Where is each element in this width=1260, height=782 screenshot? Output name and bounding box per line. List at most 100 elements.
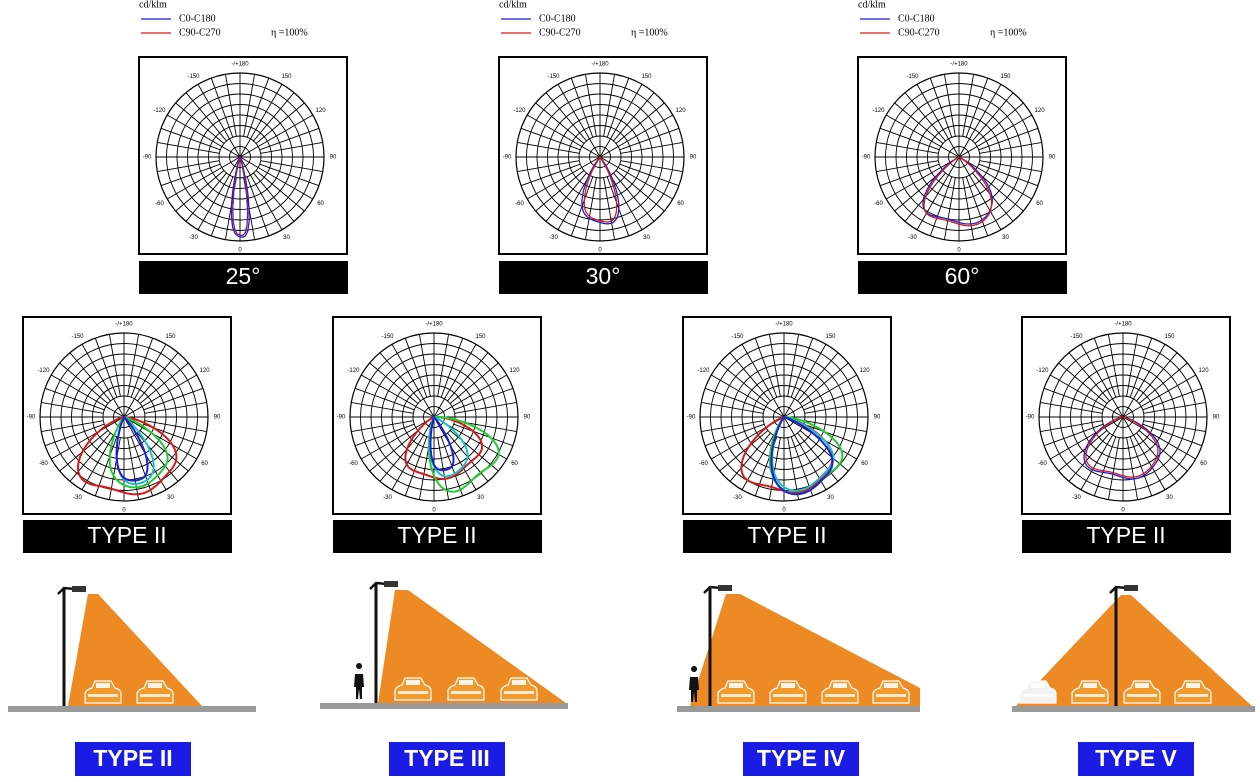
polar-angle-label: -90 [27,415,36,421]
polar-spoke [351,420,414,433]
polar-angle-label: 0 [598,248,602,254]
polar-spoke [517,141,580,154]
polar-angle-label: 120 [676,108,687,114]
polar-angle-label: -120 [1036,368,1049,374]
polar-angle-label: -120 [347,368,360,374]
polar-spoke [246,176,270,237]
polar-angle-label: 60 [677,201,684,207]
polar-spoke [535,102,585,144]
car-window [406,680,420,685]
car-body [136,680,174,704]
polar-spoke [517,160,580,173]
polar-spoke [916,156,960,230]
polar-angle-label: -60 [874,201,883,207]
car-body [872,680,910,704]
polar-spoke [768,437,781,500]
polar-spoke [94,337,118,398]
polar-angle-label: -/+180 [1114,322,1132,328]
polar-angle-label: -120 [153,108,166,114]
polar-angle-label: 120 [860,368,871,374]
polar-spoke [1126,437,1139,500]
car-window [512,680,526,685]
polar-spoke [69,432,111,482]
polar-spoke [879,127,940,151]
polar-angle-label: -60 [39,461,48,467]
polar-spoke [1129,436,1153,497]
car-bumper [721,694,751,697]
polar-spoke [613,172,655,222]
polar-angle-label: -/+180 [425,322,443,328]
polar-angle-label: 60 [861,461,868,467]
type-label-bg [1078,742,1194,776]
polar-angle-label: 120 [1199,368,1210,374]
polar-spoke [41,401,104,414]
polar-angle-label: -30 [733,495,742,501]
polar-spoke [185,172,227,222]
car-bumper [140,694,170,697]
polar-spoke [787,334,800,397]
polar-angle-label: -60 [155,201,164,207]
polar-spoke [1138,430,1188,472]
polar-spoke [783,374,857,418]
polar-spoke [929,77,953,138]
polar-spoke [958,156,1032,200]
polar-spoke [962,177,975,240]
legend-unit: cd/klm [499,0,527,10]
polar-spoke [704,387,765,411]
light-curve [1083,416,1161,480]
car-bumper [825,694,855,697]
polar-spoke [197,156,241,230]
polar-spoke [1107,437,1120,500]
polar-angle-label: -/+180 [231,62,249,68]
polar-spoke [1043,387,1104,411]
polar-angle-label: 120 [200,368,211,374]
polar-angle-label: 150 [475,334,486,340]
polar-spoke [260,160,323,173]
polar-angle-label: -150 [547,74,560,80]
polar-angle-label: 150 [1000,74,1011,80]
light-curve [583,156,618,223]
polar-angle-label: 30 [1166,495,1173,501]
polar-spoke [108,334,121,397]
polar-spoke [799,362,849,404]
legend-entry: C90-C270 [539,27,581,38]
polar-spoke [606,176,630,237]
caption: TYPE II [1086,522,1165,548]
polar-angle-label: 90 [330,155,337,161]
polar-spoke [711,374,785,418]
car-bumper [451,691,481,694]
polar-spoke [391,416,435,490]
polar-spoke [535,170,585,212]
polar-spoke [804,401,867,414]
car-body [821,680,859,704]
polar-angle-label: -90 [503,155,512,161]
polar-spoke [253,172,295,222]
legend-efficiency: η =100% [990,27,1027,38]
polar-angle-label: -90 [337,415,346,421]
polar-spoke [768,334,781,397]
polar-angle-label: -90 [1026,415,1035,421]
ground [1012,706,1255,712]
legend-unit: cd/klm [858,0,886,10]
legend-entry: C90-C270 [179,27,221,38]
car-window [884,683,898,688]
polar-spoke [123,416,197,460]
polar-spoke [143,387,204,411]
polar-spoke [157,160,220,173]
polar-spoke [729,432,771,482]
car-window [833,683,847,688]
car [1019,680,1057,704]
polar-spoke [965,77,989,138]
polar-spoke [239,156,313,200]
car [136,680,174,704]
polar-spoke [584,74,597,137]
car-body [1174,680,1212,704]
polar-spoke [139,430,189,472]
polar-spoke [520,163,581,187]
polar-diagram: -/+180 150 120 90 60 30 0 -30 -60 -90 -120 -150 [1021,316,1231,515]
polar-spoke [620,160,683,173]
polar-angle-label: 150 [165,334,176,340]
polar-angle-label: -30 [383,495,392,501]
caption: TYPE II [397,522,476,548]
polar-spoke [787,437,800,500]
